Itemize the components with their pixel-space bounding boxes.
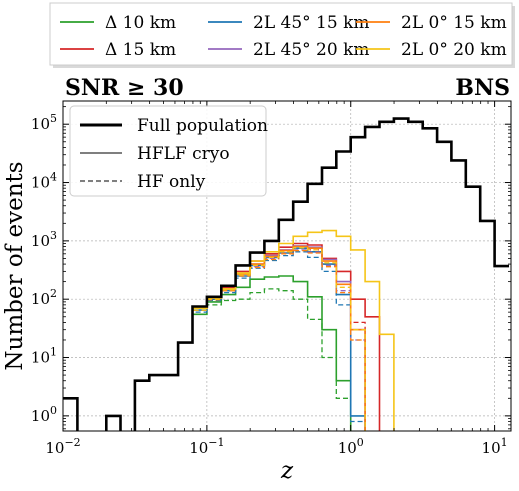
series-2l-0deg-15-km-dashed-line	[63, 249, 366, 431]
legend-label-2l-45deg-20-km: 2L 45° 20 km	[253, 40, 370, 60]
x-tick-label: 101	[482, 436, 508, 457]
y-axis-label: Number of events	[2, 161, 28, 370]
ticks: 10−2 10−1 100 101 100 101 102 103 104 105	[31, 101, 511, 457]
series-2l-45deg-15-km-solid-line	[63, 247, 366, 431]
x-tick-label: 100	[338, 436, 364, 457]
series-legend-frame	[49, 2, 513, 66]
series-2l-0deg-20-km-solid-line	[63, 229, 395, 431]
series-delta-15-km-dashed-line	[63, 247, 366, 431]
population-heading: BNS	[455, 75, 510, 101]
legend-label-2l-0deg-15-km: 2L 0° 15 km	[401, 13, 507, 33]
full-population-line	[63, 117, 509, 431]
y-tick-label: 105	[31, 112, 57, 133]
series-delta-15-km-solid-line	[63, 242, 381, 431]
x-tick-label: 10−2	[45, 436, 80, 457]
y-tick-label: 102	[31, 287, 57, 308]
x-axis-label: z	[280, 458, 294, 484]
legend-label-2l-45deg-15-km: 2L 45° 15 km	[253, 13, 370, 33]
legend-label-delta-15-km: Δ 15 km	[105, 40, 176, 60]
series-layer	[63, 117, 509, 431]
x-tick-label: 10−1	[189, 436, 224, 457]
style-legend-frame	[69, 105, 267, 197]
y-tick-label: 101	[31, 346, 57, 367]
series-delta-10-km-dashed-line	[63, 288, 352, 431]
y-tick-label: 100	[31, 404, 57, 425]
style-legend: Full population HFLF cryo HF only	[69, 105, 268, 197]
legend-label-delta-10-km: Δ 10 km	[105, 13, 176, 33]
legend-label-full-population: Full population	[137, 116, 268, 136]
series-2l-45deg-15-km-dashed-line	[63, 251, 366, 431]
y-tick-label: 103	[31, 229, 57, 250]
series-legend: Δ 10 km Δ 15 km 2L 45° 15 km 2L 45° 20 km 2L…	[49, 2, 515, 68]
snr-heading: SNR ≥ 30	[65, 75, 184, 101]
series-delta-10-km-solid-line	[63, 275, 352, 431]
legend-label-hflf-cryo: HFLF cryo	[137, 144, 230, 164]
series-2l-45deg-20-km-dashed-line	[63, 249, 366, 431]
legend-label-hf-only: HF only	[137, 172, 206, 192]
plot-frame	[62, 100, 512, 432]
legend-label-2l-0deg-20-km: 2L 0° 20 km	[401, 40, 507, 60]
y-tick-label: 104	[31, 171, 57, 192]
series-2l-0deg-20-km-dashed-line	[63, 247, 366, 431]
